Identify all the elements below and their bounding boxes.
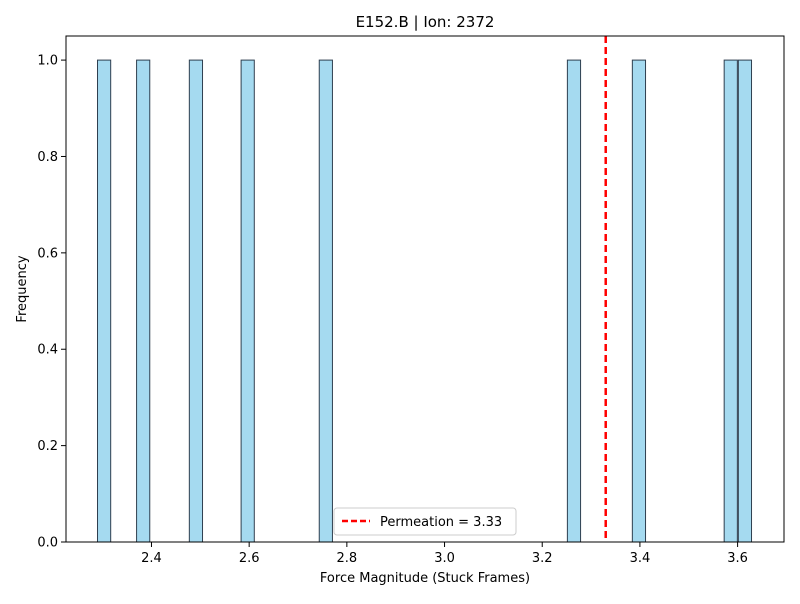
y-tick-label: 0.8 — [37, 150, 58, 165]
y-tick-label: 1.0 — [37, 54, 58, 69]
y-tick-label: 0.6 — [37, 246, 58, 261]
histogram-bar — [240, 59, 255, 543]
x-tick-label: 2.8 — [337, 551, 358, 566]
histogram-bar — [97, 59, 112, 543]
y-axis-label: Frequency — [15, 255, 30, 322]
histogram-bar — [631, 59, 647, 543]
x-tick-label: 3.0 — [434, 551, 455, 566]
y-tick-label: 0.2 — [37, 439, 58, 454]
histogram-bar — [566, 59, 582, 543]
histogram-bar — [318, 59, 333, 543]
histogram-bar — [723, 59, 738, 543]
histogram-bar — [737, 59, 753, 543]
x-axis-ticks: 2.4 2.6 2.8 3.0 3.2 3.4 3.6 — [141, 542, 748, 566]
chart-title: E152.B | Ion: 2372 — [356, 13, 495, 31]
histogram-bar — [188, 59, 204, 543]
y-axis-ticks: 0.0 0.2 0.4 0.6 0.8 1.0 — [37, 54, 66, 551]
x-tick-label: 2.4 — [141, 551, 162, 566]
x-tick-label: 3.4 — [630, 551, 651, 566]
histogram-bar — [136, 59, 151, 543]
legend-label: Permeation = 3.33 — [380, 515, 502, 530]
x-tick-label: 2.6 — [239, 551, 260, 566]
y-tick-label: 0.0 — [37, 536, 58, 551]
x-axis-label: Force Magnitude (Stuck Frames) — [320, 571, 530, 586]
x-tick-label: 3.6 — [727, 551, 748, 566]
legend-box — [333, 507, 517, 536]
y-tick-label: 0.4 — [37, 343, 58, 358]
plot-frame — [65, 35, 785, 543]
legend: Permeation = 3.33 — [333, 507, 517, 536]
bars-layer — [97, 59, 753, 543]
x-tick-label: 3.2 — [532, 551, 553, 566]
